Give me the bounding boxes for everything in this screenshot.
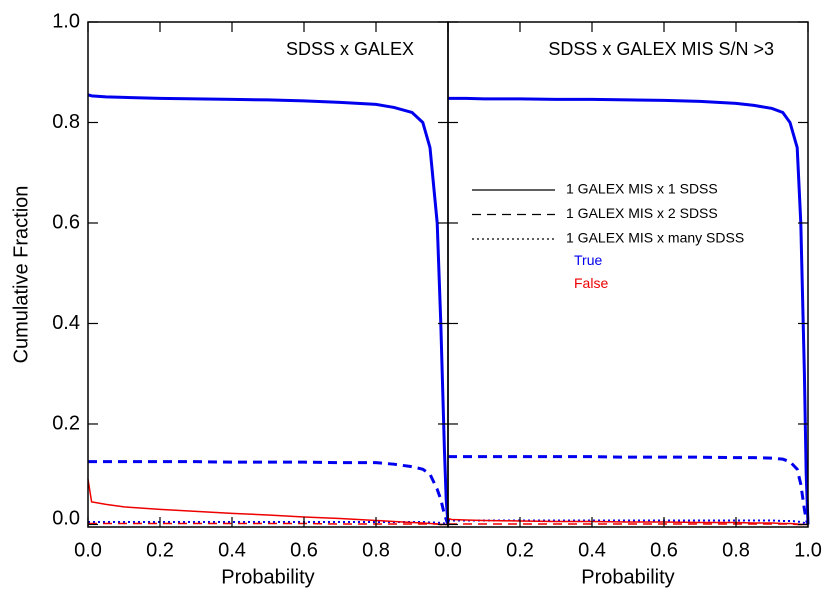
data-line <box>88 460 450 525</box>
data-line <box>88 520 449 526</box>
legend-class: False <box>574 275 608 291</box>
legend-class: True <box>574 252 602 268</box>
panel-title: SDSS x GALEX <box>286 39 414 59</box>
data-line <box>87 93 450 525</box>
panel-title: SDSS x GALEX MIS S/N >3 <box>548 39 774 59</box>
x-tick-label: 0.8 <box>722 539 750 561</box>
data-line <box>448 455 810 525</box>
data-line <box>88 522 448 526</box>
x-tick-label: 0.8 <box>362 539 390 561</box>
data-line <box>448 523 808 526</box>
x-tick-label: 0.6 <box>650 539 678 561</box>
x-tick-label: 0.2 <box>146 539 174 561</box>
x-tick-label: 0.0 <box>434 539 462 561</box>
legend-label: 1 GALEX MIS x 1 SDSS <box>566 181 718 197</box>
x-tick-label: 1.0 <box>794 539 822 561</box>
y-tick-label: 0.0 <box>52 507 80 529</box>
x-tick-label: 0.6 <box>290 539 318 561</box>
plot-frame <box>447 21 809 528</box>
legend-label: 1 GALEX MIS x 2 SDSS <box>566 205 718 221</box>
y-tick-label: 0.6 <box>52 211 80 233</box>
y-tick-label: 1.0 <box>52 10 80 32</box>
y-tick-label: 0.4 <box>52 312 80 334</box>
x-axis-label: Probability <box>221 566 314 588</box>
x-tick-label: 0.4 <box>218 539 246 561</box>
y-tick-label: 0.8 <box>52 111 80 133</box>
x-axis-label: Probability <box>581 566 674 588</box>
y-tick-label: 0.2 <box>52 412 80 434</box>
x-tick-label: 0.0 <box>74 539 102 561</box>
x-tick-label: 0.2 <box>506 539 534 561</box>
x-tick-label: 0.4 <box>578 539 606 561</box>
data-line <box>87 479 448 526</box>
legend-label: 1 GALEX MIS x many SDSS <box>566 230 744 246</box>
y-axis-label: Cumulative Fraction <box>10 186 32 364</box>
data-line <box>448 96 810 525</box>
